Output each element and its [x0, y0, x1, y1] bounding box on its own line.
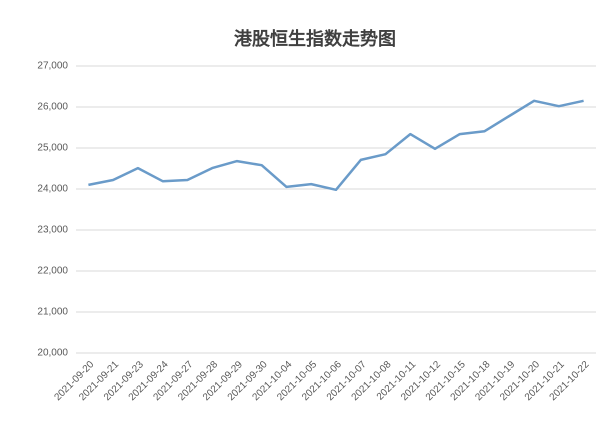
y-tick-label: 20,000	[37, 348, 68, 359]
y-tick-label: 23,000	[37, 225, 68, 236]
y-tick-label: 22,000	[37, 266, 68, 277]
y-tick-label: 21,000	[37, 307, 68, 318]
y-tick-label: 27,000	[37, 61, 68, 72]
line-series	[88, 99, 584, 192]
chart-title: 港股恒生指数走势图	[234, 28, 396, 50]
y-tick-label: 26,000	[37, 102, 68, 113]
y-tick-label: 25,000	[37, 143, 68, 154]
y-tick-label: 24,000	[37, 184, 68, 195]
